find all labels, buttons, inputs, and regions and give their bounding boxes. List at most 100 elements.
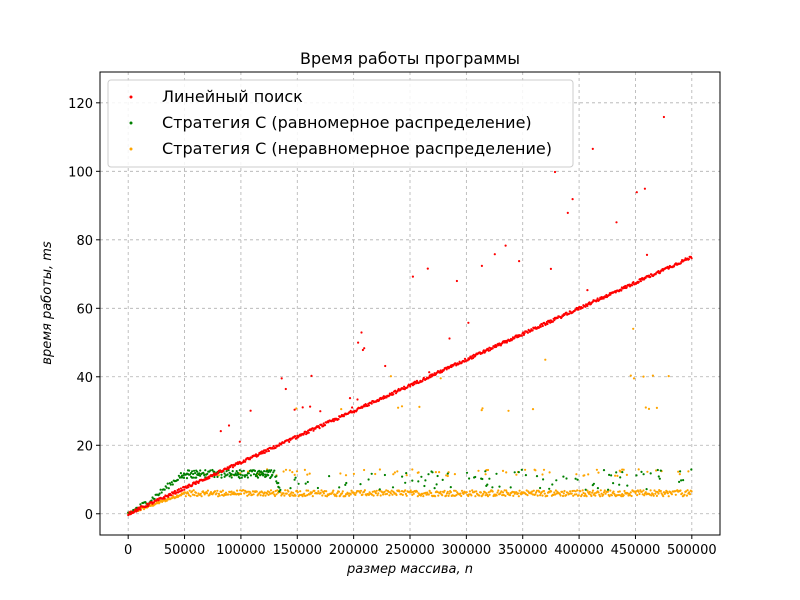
strategy-uniform-point xyxy=(245,474,248,477)
strategy-nonuniform-point xyxy=(344,495,347,498)
strategy-nonuniform-point xyxy=(478,494,481,497)
strategy-nonuniform-point xyxy=(229,493,232,496)
strategy-nonuniform-point xyxy=(372,494,375,497)
strategy-nonuniform-point xyxy=(217,474,220,477)
strategy-nonuniform-point xyxy=(597,471,600,474)
linear-search-point xyxy=(560,316,563,319)
strategy-nonuniform-point xyxy=(341,490,344,493)
linear-search-point xyxy=(322,422,325,425)
linear-search-point xyxy=(662,115,666,119)
strategy-nonuniform-point xyxy=(209,491,213,494)
strategy-uniform-point xyxy=(424,479,427,482)
strategy-uniform-point xyxy=(171,483,174,486)
strategy-nonuniform-point xyxy=(180,494,183,497)
strategy-nonuniform-point xyxy=(267,493,270,496)
strategy-uniform-point xyxy=(238,469,241,472)
strategy-uniform-point xyxy=(449,486,452,489)
strategy-nonuniform-point xyxy=(319,491,322,494)
strategy-nonuniform-point xyxy=(561,490,564,493)
strategy-nonuniform-point xyxy=(434,471,437,474)
x-tick-label: 100000 xyxy=(216,543,266,558)
strategy-nonuniform-point xyxy=(383,490,386,493)
strategy-nonuniform-point xyxy=(602,493,605,496)
strategy-nonuniform-point xyxy=(542,468,546,471)
strategy-nonuniform-point xyxy=(422,495,425,498)
strategy-nonuniform-point xyxy=(509,494,512,497)
strategy-nonuniform-point xyxy=(269,489,273,492)
linear-search-point xyxy=(274,446,277,449)
strategy-nonuniform-point xyxy=(363,489,366,492)
strategy-nonuniform-point xyxy=(285,492,288,495)
strategy-nonuniform-point xyxy=(392,473,395,476)
strategy-uniform-point xyxy=(441,478,444,481)
strategy-nonuniform-point xyxy=(643,494,646,497)
strategy-uniform-point xyxy=(220,476,223,479)
strategy-nonuniform-point xyxy=(409,489,412,492)
linear-search-point xyxy=(191,483,194,486)
strategy-nonuniform-point xyxy=(340,408,343,411)
linear-search-point xyxy=(390,391,394,394)
strategy-nonuniform-point xyxy=(393,471,396,474)
strategy-uniform-point xyxy=(263,470,266,473)
x-tick-label: 400000 xyxy=(554,543,604,558)
strategy-nonuniform-point xyxy=(460,489,464,492)
linear-search-point xyxy=(415,379,419,382)
strategy-uniform-point xyxy=(159,488,162,491)
strategy-uniform-point xyxy=(635,474,638,477)
strategy-nonuniform-point xyxy=(566,491,569,494)
strategy-nonuniform-point xyxy=(636,494,639,497)
strategy-nonuniform-point xyxy=(637,490,640,493)
strategy-nonuniform-point xyxy=(507,409,510,412)
linear-search-point xyxy=(624,284,627,288)
strategy-nonuniform-point xyxy=(340,492,344,495)
linear-search-point xyxy=(318,427,321,430)
strategy-nonuniform-point xyxy=(512,494,515,497)
linear-search-point xyxy=(170,494,173,497)
strategy-nonuniform-point xyxy=(488,493,491,496)
x-tick-label: 150000 xyxy=(272,543,322,558)
strategy-nonuniform-point xyxy=(459,492,462,495)
linear-search-point xyxy=(367,404,371,407)
strategy-nonuniform-point xyxy=(378,468,381,471)
strategy-uniform-point xyxy=(574,477,577,480)
strategy-nonuniform-point xyxy=(619,470,622,473)
strategy-nonuniform-point xyxy=(572,494,575,497)
strategy-uniform-point xyxy=(220,473,223,476)
strategy-uniform-point xyxy=(265,475,268,478)
strategy-nonuniform-point xyxy=(291,471,294,474)
strategy-uniform-point xyxy=(240,476,243,479)
strategy-uniform-point xyxy=(304,482,307,485)
strategy-nonuniform-point xyxy=(603,489,606,492)
strategy-nonuniform-point xyxy=(530,492,533,495)
strategy-uniform-point xyxy=(405,472,408,475)
strategy-uniform-point xyxy=(495,472,498,475)
strategy-nonuniform-point xyxy=(292,491,295,494)
strategy-uniform-point xyxy=(542,478,545,481)
strategy-nonuniform-point xyxy=(505,489,508,492)
strategy-nonuniform-point xyxy=(405,494,408,497)
strategy-nonuniform-point xyxy=(389,375,392,378)
legend-marker-linear-search xyxy=(129,95,133,99)
strategy-nonuniform-point xyxy=(437,494,440,497)
strategy-nonuniform-point xyxy=(220,490,223,494)
strategy-nonuniform-point xyxy=(415,490,419,493)
strategy-nonuniform-point xyxy=(322,492,325,495)
strategy-nonuniform-point xyxy=(395,493,398,497)
strategy-nonuniform-point xyxy=(308,472,311,475)
strategy-nonuniform-point xyxy=(266,492,269,495)
strategy-nonuniform-point xyxy=(193,494,196,497)
strategy-nonuniform-point xyxy=(294,494,297,497)
strategy-uniform-point xyxy=(192,472,195,476)
strategy-nonuniform-point xyxy=(602,491,606,494)
strategy-uniform-point xyxy=(431,471,434,474)
strategy-nonuniform-point xyxy=(573,493,576,496)
linear-search-point xyxy=(181,489,184,492)
strategy-uniform-point xyxy=(293,478,296,481)
strategy-nonuniform-point xyxy=(625,473,629,476)
strategy-uniform-point xyxy=(596,487,600,490)
strategy-nonuniform-point xyxy=(288,469,291,472)
x-tick-label: 450000 xyxy=(611,543,661,558)
strategy-nonuniform-point xyxy=(232,493,235,496)
strategy-nonuniform-point xyxy=(686,489,689,492)
linear-search-point xyxy=(637,280,640,284)
